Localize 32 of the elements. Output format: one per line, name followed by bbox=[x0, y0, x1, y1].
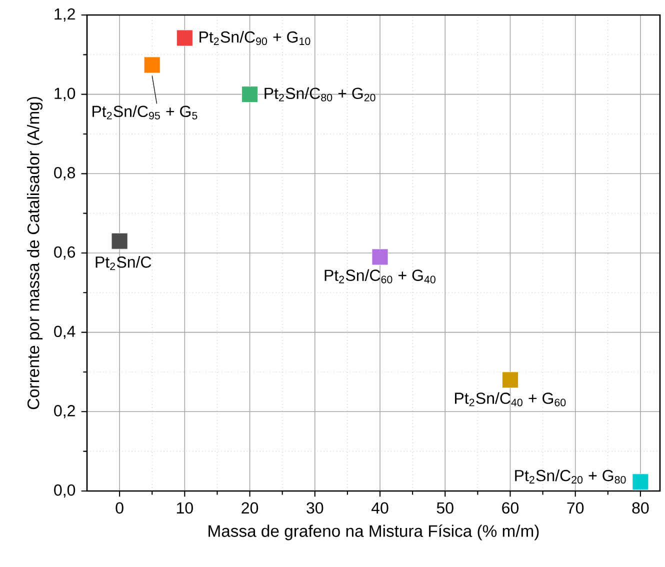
x-tick-label: 0 bbox=[116, 502, 124, 514]
y-tick-label: 0,4 bbox=[54, 326, 76, 339]
annotation: Pt$_{2}$Sn/C$_{40}$ + G$_{60}$ bbox=[455, 392, 566, 406]
annotation: Pt$_{2}$Sn/C$_{95}$ + G$_{5}$ bbox=[92, 105, 198, 120]
x-tick-label: 40 bbox=[371, 502, 388, 514]
annotation: Pt$_{2}$Sn/C$_{60}$ + G$_{40}$ bbox=[324, 269, 436, 284]
y-tick-label: 1,0 bbox=[54, 88, 76, 101]
x-tick-label: 80 bbox=[632, 502, 649, 514]
y-tick-label: 0,0 bbox=[54, 484, 76, 498]
x-tick-label: 70 bbox=[567, 502, 584, 514]
point bbox=[502, 372, 518, 388]
annotation: Pt$_{2}$Sn/C$_{90}$ + G$_{10}$ bbox=[200, 30, 310, 46]
x-tick-label: 20 bbox=[242, 502, 258, 514]
y-axis-title: Corrente por massa de Catalisador (A/mg) bbox=[26, 97, 43, 410]
point bbox=[242, 86, 258, 103]
point bbox=[176, 30, 193, 46]
point bbox=[372, 248, 388, 266]
x-tick-label: 30 bbox=[306, 502, 324, 514]
x-tick-label: 60 bbox=[502, 502, 519, 514]
annotation: Pt$_{2}$Sn/C$_{20}$ + G$_{80}$ bbox=[515, 469, 626, 484]
annotation: Pt$_{2}$Sn/C$_{80}$ + G$_{20}$ bbox=[264, 87, 376, 102]
y-tick-label: 0,2 bbox=[54, 405, 75, 418]
point bbox=[111, 232, 128, 250]
point bbox=[632, 474, 649, 490]
x-tick-label: 50 bbox=[436, 502, 454, 514]
point bbox=[144, 56, 160, 74]
y-tick-label: 0,6 bbox=[54, 246, 76, 260]
x-axis-title: Massa de grafeno na Mistura Física (% m/m) bbox=[208, 524, 539, 540]
y-tick-label: 0,8 bbox=[54, 167, 76, 180]
x-tick-label: 10 bbox=[176, 502, 193, 514]
y-tick-label: 1,2 bbox=[54, 8, 75, 22]
annotation: Pt$_{2}$Sn/C bbox=[96, 256, 152, 270]
